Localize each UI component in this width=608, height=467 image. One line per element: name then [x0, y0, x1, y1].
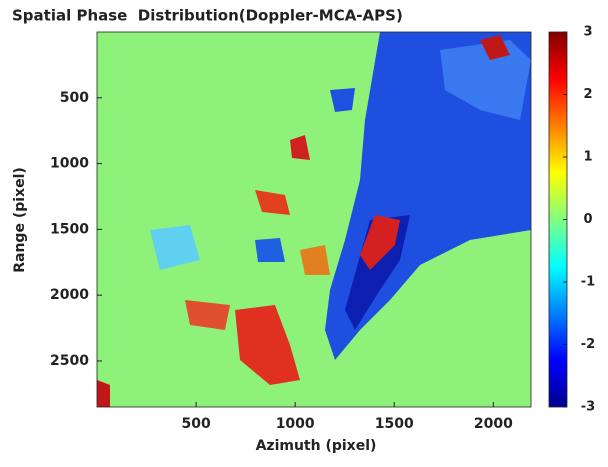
y-tick-label: 2500: [50, 353, 89, 369]
x-axis-label: Azimuth (pixel): [256, 438, 377, 454]
blue-region: [330, 88, 355, 112]
y-tick-label: 1500: [50, 221, 89, 237]
red-region: [255, 190, 290, 215]
red-region: [360, 215, 400, 270]
colorbar-tick-label: 2: [583, 87, 592, 102]
cyan-region: [150, 225, 200, 270]
colorbar-tick-label: -2: [581, 337, 595, 352]
colorbar-tick-label: 3: [583, 25, 592, 40]
blue-region: [440, 40, 531, 120]
red-region: [480, 35, 510, 60]
y-axis-label: Range (pixel): [12, 167, 28, 273]
plot-frame: [96, 31, 532, 408]
x-tick-label: 1000: [276, 416, 315, 432]
red-region: [235, 305, 300, 385]
colorbar-tick-label: -3: [581, 400, 595, 415]
x-tick-label: 2000: [474, 416, 513, 432]
colorbar-tick-label: 1: [583, 150, 592, 165]
colorbar-tick-label: 0: [583, 212, 592, 227]
x-tick-label: 1500: [375, 416, 414, 432]
x-tick-label: 500: [181, 416, 210, 432]
chart-title: Spatial Phase Distribution(Doppler-MCA-A…: [12, 7, 403, 25]
red-region: [185, 300, 230, 330]
red-region: [290, 135, 310, 160]
y-tick-label: 2000: [50, 287, 89, 303]
y-tick-label: 500: [60, 90, 89, 106]
colorbar-tick-label: -1: [581, 275, 595, 290]
heatmap-field: [97, 32, 531, 407]
red-region: [97, 380, 110, 407]
orange-region: [300, 245, 330, 275]
blue-region: [255, 238, 285, 262]
y-tick-label: 1000: [50, 156, 89, 172]
